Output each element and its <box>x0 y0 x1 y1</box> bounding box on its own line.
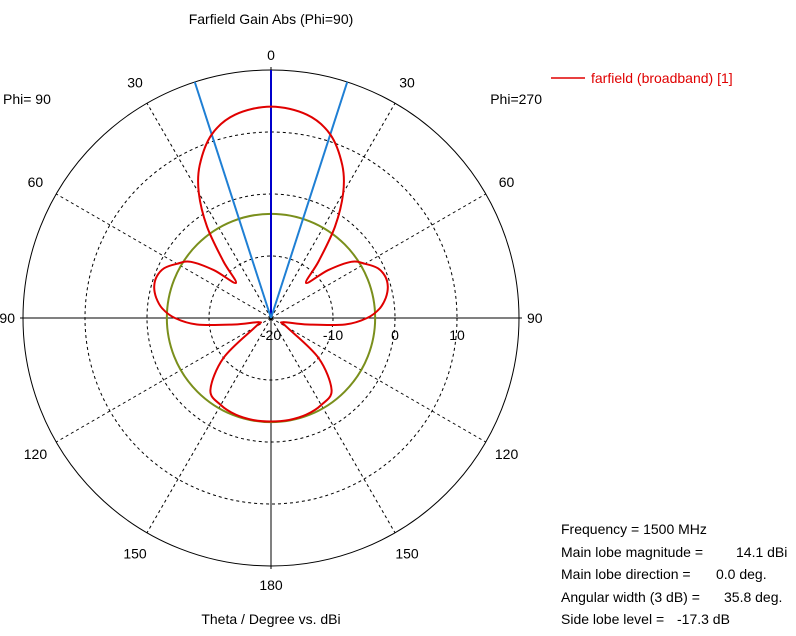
info-panel: Frequency = 1500 MHz Main lobe magnitude… <box>561 518 787 631</box>
grid-spoke-0 <box>146 102 272 319</box>
angle-tick-label: 60 <box>28 174 44 190</box>
radial-tick-label: 10 <box>449 327 465 343</box>
angular-width-value: 35.8 deg. <box>724 588 783 605</box>
series-line-0 <box>153 105 389 423</box>
side-lobe-row: Side lobe level = -17.3 dB <box>561 608 787 631</box>
angle-tick-label: 60 <box>499 174 515 190</box>
grid-spoke-1 <box>55 193 272 319</box>
angle-tick-label: 30 <box>127 74 143 90</box>
grid-spoke-4 <box>270 102 396 319</box>
beam-lines <box>193 70 349 319</box>
main-lobe-direction-row: Main lobe direction = 0.0 deg. <box>561 563 787 586</box>
angle-tick-label: 150 <box>123 546 147 562</box>
angle-tick-label: 90 <box>527 310 543 326</box>
main-lobe-magnitude-label: Main lobe magnitude = <box>561 543 704 560</box>
beam-line-2 <box>270 81 349 319</box>
angle-tick-label: 90 <box>0 310 15 326</box>
angle-tick-label: 180 <box>259 577 283 593</box>
x-axis-label: Theta / Degree vs. dBi <box>201 611 340 627</box>
main-lobe-direction-value: 0.0 deg. <box>716 566 767 582</box>
angle-tick-label: 0 <box>267 47 275 63</box>
frequency-text: Frequency = 1500 MHz <box>561 521 707 537</box>
side-label-left: Phi= 90 <box>3 91 51 107</box>
grid-spoke-7 <box>270 317 396 534</box>
series-group <box>153 105 389 423</box>
angular-width-label: Angular width (3 dB) = <box>561 588 700 605</box>
grid-spoke-2 <box>55 317 272 443</box>
legend: farfield (broadband) [1] <box>551 70 733 86</box>
side-lobe-value: -17.3 dB <box>677 611 730 627</box>
radial-tick-label: -20 <box>261 327 281 343</box>
radial-tick-label: -10 <box>323 327 343 343</box>
angle-tick-label: 120 <box>24 446 48 462</box>
main-lobe-magnitude-value: 14.1 dBi <box>736 543 788 560</box>
angle-tick-label: 150 <box>395 546 419 562</box>
main-lobe-direction-label: Main lobe direction = <box>561 566 691 582</box>
legend-label: farfield (broadband) [1] <box>591 70 733 86</box>
angular-width-row: Angular width (3 dB) = 35.8 deg. <box>561 586 787 609</box>
beam-line-1 <box>193 81 272 319</box>
radial-tick-label: 0 <box>391 327 399 343</box>
grid-spoke-6 <box>270 317 487 443</box>
radial-tick-labels: -20 -10 0 10 <box>261 327 465 343</box>
main-lobe-magnitude-row: Main lobe magnitude = 14.1 dBi <box>561 541 787 564</box>
chart-title: Farfield Gain Abs (Phi=90) <box>189 11 354 27</box>
angle-tick-labels: 0 30 30 60 60 90 90 120 120 150 150 180 <box>0 47 543 593</box>
side-lobe-label: Side lobe level = <box>561 611 665 627</box>
grid-spoke-3 <box>146 317 272 534</box>
side-label-right: Phi=270 <box>490 91 542 107</box>
grid-spoke-5 <box>270 193 487 319</box>
angle-tick-label: 30 <box>399 74 415 90</box>
angle-tick-label: 120 <box>495 446 519 462</box>
